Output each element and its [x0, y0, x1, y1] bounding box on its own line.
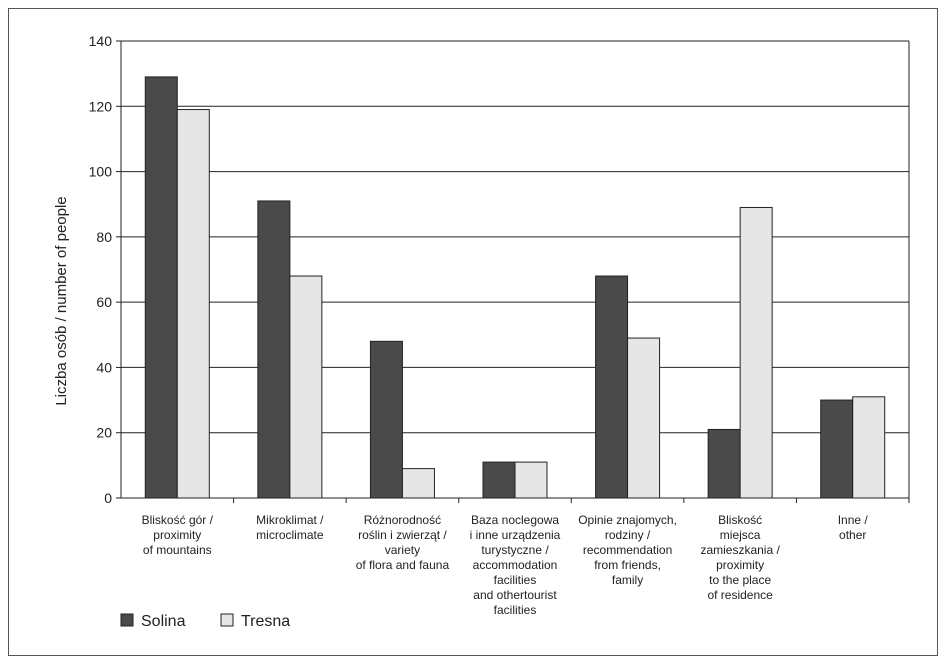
category-label-line: zamieszkania / — [700, 543, 780, 557]
y-tick-labels: 0 20 40 60 80 100 120 140 — [89, 33, 113, 506]
category-label: Inne / other — [838, 513, 869, 542]
y-axis-title: Liczba osób / number of people — [53, 196, 70, 405]
bar-solina-1 — [257, 200, 291, 499]
category-label-line: i inne urządzenia — [470, 528, 561, 542]
category-label: Baza noclegowa i inne urządzenia turystycz… — [470, 513, 561, 617]
category-label-line: rodziny / — [605, 528, 651, 542]
bar-solina-6 — [820, 399, 854, 499]
y-tick-label: 120 — [89, 98, 113, 114]
category-label-line: microclimate — [256, 528, 324, 542]
bars — [144, 76, 886, 499]
y-tick-label: 20 — [96, 425, 112, 441]
category-labels: Bliskość gór / proximity of mountainsMikro… — [142, 513, 869, 617]
bar-solina-5 — [707, 428, 741, 499]
category-label: Opinie znajomych, rodziny / recommendation… — [578, 513, 677, 587]
category-label: Bliskość miejsca zamieszkania / proximity to… — [700, 513, 780, 602]
category-label-line: turystyczne / — [481, 543, 549, 557]
legend-swatch-tresna — [220, 613, 234, 627]
category-label-line: recommendation — [583, 543, 672, 557]
category-label-line: Opinie znajomych, — [578, 513, 677, 527]
bar-solina-4 — [595, 275, 629, 499]
axes — [120, 40, 910, 503]
bar-tresna-4 — [627, 337, 661, 499]
category-label-line: of flora and fauna — [356, 558, 450, 572]
bar-tresna-1 — [289, 275, 323, 499]
category-label: Mikroklimat / microclimate — [256, 513, 324, 542]
y-tick-label: 0 — [104, 490, 112, 506]
category-label-line: proximity — [153, 528, 201, 542]
category-label-line: and othertourist — [473, 588, 557, 602]
category-label-line: of mountains — [143, 543, 212, 557]
gridlines — [116, 40, 909, 499]
category-label-line: facilities — [494, 603, 537, 617]
bar-solina-3 — [482, 461, 516, 499]
y-tick-label: 60 — [96, 294, 112, 310]
category-label-line: Inne / — [838, 513, 869, 527]
category-label-line: Różnorodność — [364, 513, 441, 527]
category-label-line: variety — [385, 543, 420, 557]
bar-tresna-5 — [739, 206, 773, 499]
bar-tresna-2 — [401, 468, 435, 499]
bar-tresna-3 — [514, 461, 548, 499]
category-label: Bliskość gór / proximity of mountains — [142, 513, 214, 557]
category-label: Różnorodność roślin i zwierząt / variety of… — [356, 513, 450, 572]
bar-tresna-6 — [852, 396, 886, 499]
bar-solina-0 — [144, 76, 178, 499]
y-tick-label: 140 — [89, 33, 113, 49]
category-label-line: miejsca — [720, 528, 761, 542]
category-label-line: Mikroklimat / — [256, 513, 324, 527]
category-label-line: other — [839, 528, 866, 542]
category-label-line: from friends, — [594, 558, 661, 572]
category-label-line: Bliskość — [718, 513, 762, 527]
y-tick-label: 40 — [96, 359, 112, 375]
legend: Solina Tresna — [120, 613, 290, 630]
bar-tresna-0 — [176, 109, 210, 499]
category-label-line: Baza noclegowa — [471, 513, 559, 527]
legend-label-solina: Solina — [141, 613, 186, 630]
category-label-line: to the place — [709, 573, 771, 587]
y-tick-label: 100 — [89, 164, 113, 180]
bar-solina-2 — [369, 340, 403, 499]
category-label-line: family — [612, 573, 643, 587]
category-label-line: proximity — [716, 558, 764, 572]
legend-label-tresna: Tresna — [241, 613, 290, 630]
category-label-line: of residence — [707, 588, 773, 602]
y-tick-label: 80 — [96, 229, 112, 245]
category-label-line: facilities — [494, 573, 537, 587]
category-label-line: roślin i zwierząt / — [358, 528, 447, 542]
category-label-line: accommodation — [473, 558, 558, 572]
category-label-line: Bliskość gór / — [142, 513, 214, 527]
legend-swatch-solina — [120, 613, 134, 627]
